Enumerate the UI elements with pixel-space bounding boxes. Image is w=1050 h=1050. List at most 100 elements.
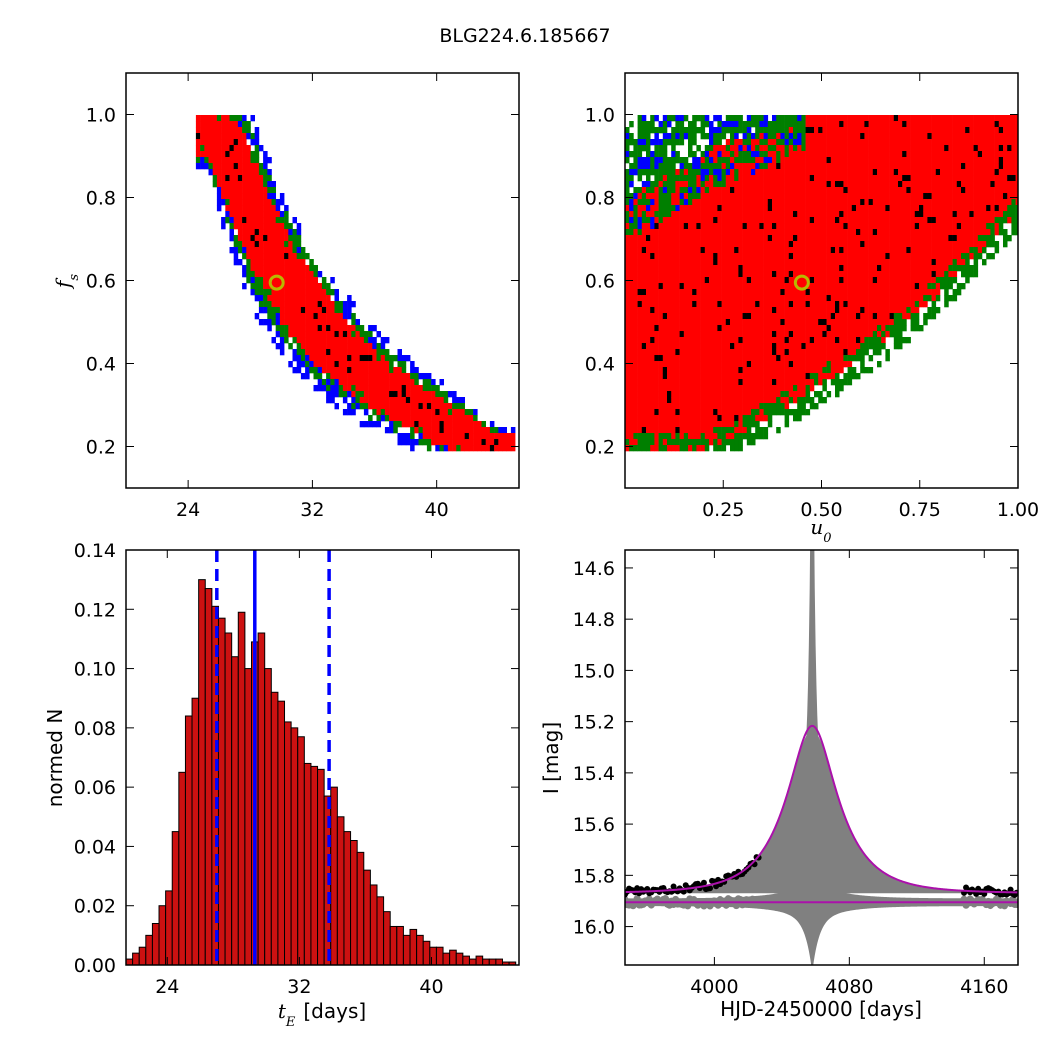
density-cell <box>822 265 827 271</box>
density-cell <box>347 349 352 355</box>
density-cell <box>906 229 911 235</box>
density-cell <box>642 241 647 247</box>
density-cell <box>965 157 970 163</box>
density-cell <box>839 205 844 211</box>
density-cell <box>797 325 802 331</box>
density-cell <box>902 283 907 289</box>
density-cell <box>923 211 928 217</box>
density-cell <box>431 379 436 385</box>
density-cell <box>684 199 689 205</box>
density-cell <box>839 313 844 319</box>
density-cell <box>810 313 815 319</box>
density-cell <box>309 307 314 313</box>
density-cell <box>835 295 840 301</box>
density-cell <box>780 235 785 241</box>
density-cell <box>343 319 348 325</box>
density-cell <box>423 409 428 415</box>
density-cell <box>701 199 706 205</box>
density-cell <box>747 199 752 205</box>
density-cell <box>864 259 869 265</box>
density-cell <box>890 247 895 253</box>
density-cell <box>730 397 735 403</box>
density-cell <box>638 211 643 217</box>
density-cell <box>448 427 453 433</box>
density-cell <box>242 223 247 229</box>
density-cell <box>427 391 432 397</box>
density-cell <box>835 217 840 223</box>
density-cell <box>339 307 344 313</box>
density-cell <box>646 241 651 247</box>
density-cell <box>633 295 638 301</box>
density-cell <box>869 133 874 139</box>
density-cell <box>890 235 895 241</box>
density-cell <box>722 337 727 343</box>
density-cell <box>772 175 777 181</box>
density-cell <box>738 283 743 289</box>
density-cell <box>759 235 764 241</box>
density-cell <box>801 181 806 187</box>
density-cell <box>734 193 739 199</box>
density-cell <box>780 217 785 223</box>
density-cell <box>751 139 756 145</box>
density-cell <box>692 265 697 271</box>
density-cell <box>659 169 664 175</box>
density-cell <box>280 343 285 349</box>
density-cell <box>730 145 735 151</box>
density-cell <box>713 385 718 391</box>
density-cell <box>743 331 748 337</box>
density-cell <box>860 115 865 121</box>
density-cell <box>822 145 827 151</box>
density-cell <box>713 421 718 427</box>
density-cell <box>663 229 668 235</box>
density-cell <box>953 175 958 181</box>
density-cell <box>692 133 697 139</box>
density-cell <box>814 307 819 313</box>
density-cell <box>196 121 201 127</box>
density-cell <box>915 163 920 169</box>
density-cell <box>814 391 819 397</box>
density-cell <box>423 433 428 439</box>
density-cell <box>780 385 785 391</box>
density-cell <box>835 169 840 175</box>
density-cell <box>335 319 340 325</box>
density-cell <box>675 337 680 343</box>
density-cell <box>280 259 285 265</box>
density-cell <box>284 283 289 289</box>
density-cell <box>680 169 685 175</box>
density-cell <box>654 301 659 307</box>
density-cell <box>726 163 731 169</box>
density-cell <box>806 325 811 331</box>
density-cell <box>814 193 819 199</box>
density-cell <box>642 445 647 451</box>
density-cell <box>629 307 634 313</box>
density-cell <box>705 355 710 361</box>
density-cell <box>650 193 655 199</box>
density-cell <box>772 355 777 361</box>
density-cell <box>671 181 676 187</box>
density-cell <box>881 187 886 193</box>
density-cell <box>852 145 857 151</box>
density-cell <box>831 133 836 139</box>
density-cell <box>843 247 848 253</box>
density-cell <box>835 115 840 121</box>
density-cell <box>633 283 638 289</box>
density-cell <box>764 193 769 199</box>
density-cell <box>297 349 302 355</box>
density-cell <box>953 211 958 217</box>
density-cell <box>957 163 962 169</box>
density-cell <box>919 115 924 121</box>
density-cell <box>890 169 895 175</box>
density-cell <box>709 283 714 289</box>
density-cell <box>772 277 777 283</box>
density-cell <box>696 187 701 193</box>
density-cell <box>768 343 773 349</box>
density-cell <box>680 289 685 295</box>
density-cell <box>276 217 281 223</box>
density-cell <box>722 229 727 235</box>
density-cell <box>288 331 293 337</box>
density-cell <box>671 427 676 433</box>
density-cell <box>898 319 903 325</box>
density-cell <box>793 139 798 145</box>
density-cell <box>810 373 815 379</box>
density-cell <box>864 151 869 157</box>
